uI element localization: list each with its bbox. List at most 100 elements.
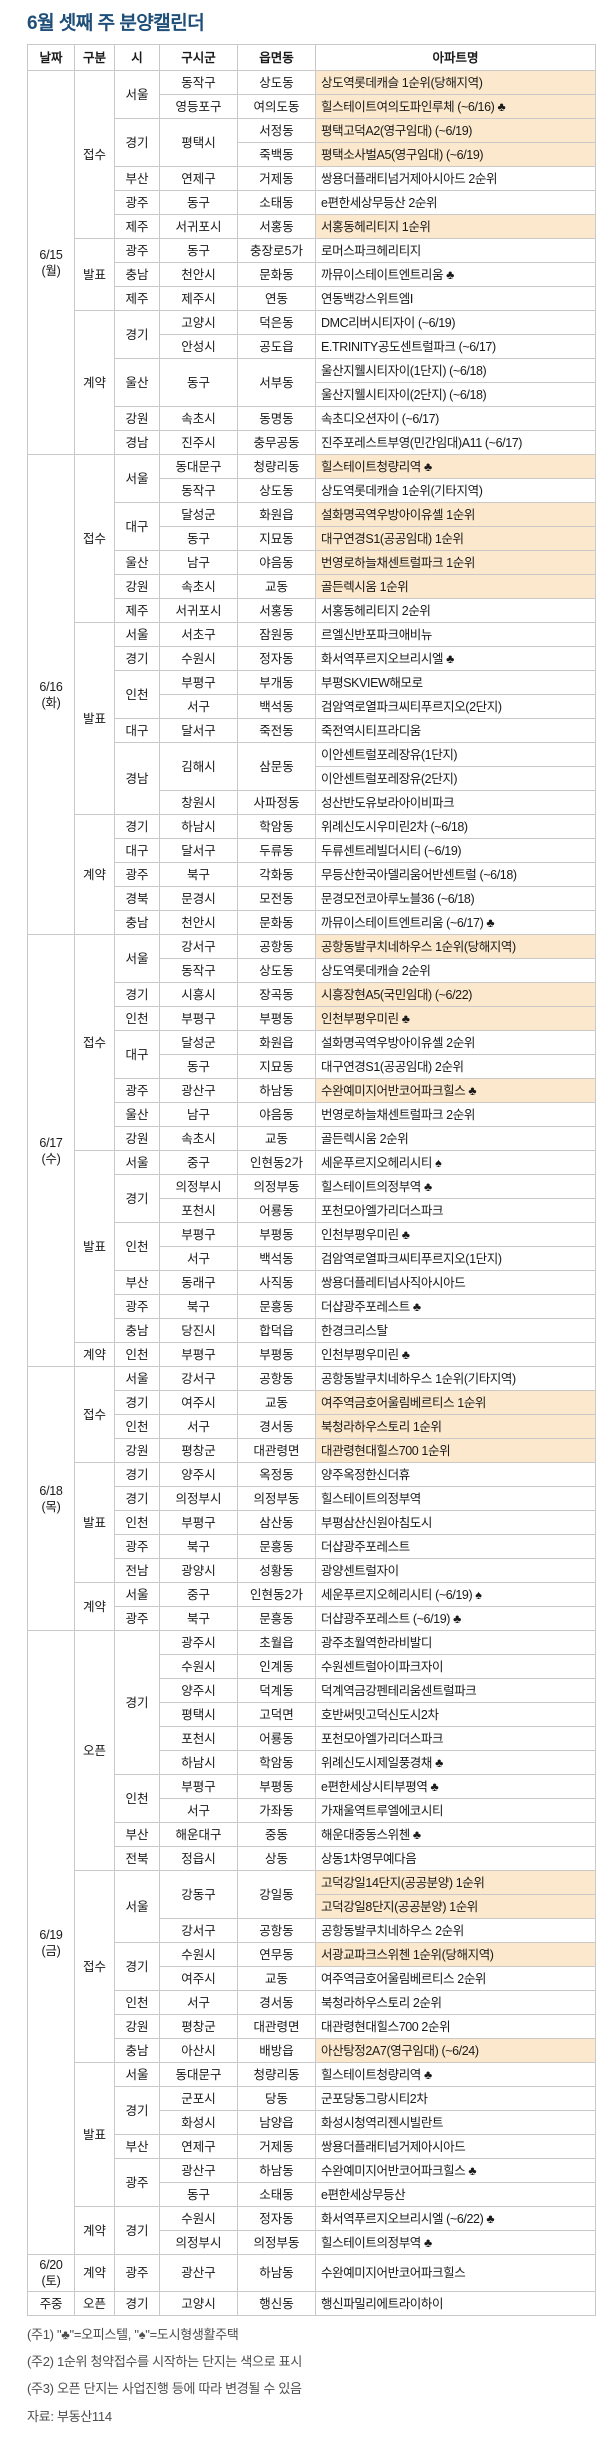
- cell-town: 화원읍: [237, 1030, 316, 1055]
- cell-town: 청량리동: [237, 454, 316, 479]
- cell-apartment: 수완예미지어반코어파크힐스 ♣: [315, 2158, 596, 2183]
- cell-city: 부산: [114, 1270, 160, 1295]
- cell-district: 당진시: [159, 1318, 238, 1343]
- cell-apartment: 번영로하늘채센트럴파크 2순위: [315, 1102, 596, 1127]
- cell-district: 동대문구: [159, 454, 238, 479]
- cell-apartment: 덕계역금강펜테리움센트럴파크: [315, 1678, 596, 1703]
- table-row: 인천 서구 경서동 북청라하우스토리 1순위: [28, 1414, 596, 1439]
- cell-town: 상도동: [237, 70, 316, 95]
- cell-city: 경기: [114, 2086, 160, 2135]
- cell-district: 서구: [159, 1990, 238, 2015]
- cell-apartment: 대관령현대힐스700 2순위: [315, 2014, 596, 2039]
- table-row: 광주 북구 문흥동 더샵광주포레스트: [28, 1534, 596, 1559]
- cell-town: 인현동2가: [237, 1582, 316, 1607]
- cell-apartment: e편한세상시티부평역 ♣: [315, 1774, 596, 1799]
- cell-town: 부개동: [237, 670, 316, 695]
- cell-town: 행신동: [237, 2291, 316, 2316]
- cell-apartment: 부평삼산신원아침도시: [315, 1510, 596, 1535]
- cell-district: 화성시: [159, 2110, 238, 2135]
- table-row: 경북 문경시 모전동 문경모전코아루노블36 (~6/18): [28, 886, 596, 911]
- table-row: 발표 경기 양주시 옥정동 양주옥정한신더휴: [28, 1462, 596, 1583]
- cell-town: 중동: [237, 1822, 316, 1847]
- cell-town: 의정부동: [237, 1486, 316, 1511]
- cell-city: 경기: [114, 1174, 160, 1223]
- cell-town: 거제동: [237, 166, 316, 191]
- cell-town: 각화동: [237, 862, 316, 887]
- cell-city: 울산: [114, 358, 160, 407]
- cell-town: 덕계동: [237, 1678, 316, 1703]
- cell-district: 고양시: [159, 310, 238, 335]
- table-row: 계약 인천 부평구 부평동 인천부평우미린 ♣: [28, 1342, 596, 1367]
- table-row: 발표 광주 동구 충장로5가 로머스파크헤리티지: [28, 238, 596, 311]
- cell-district: 여주시: [159, 1966, 238, 1991]
- cell-district: 천안시: [159, 910, 238, 935]
- cell-town: 소태동: [237, 2182, 316, 2207]
- cell-apartment: 골든렉시움 2순위: [315, 1126, 596, 1151]
- cell-town: 대관령면: [237, 1438, 316, 1463]
- cell-apartment: 힐스테이트의정부역 ♣: [315, 2230, 596, 2255]
- cell-date: 6/19 (금): [27, 1630, 75, 2255]
- cell-category: 접수: [74, 1870, 115, 2063]
- cell-city: 경남: [114, 430, 160, 455]
- table-row: 계약 서울 중구 인현동2가 세운푸르지오헤리시티 (~6/19) ♠: [28, 1582, 596, 1631]
- cell-town: 경서동: [237, 1414, 316, 1439]
- cell-town: 남양읍: [237, 2110, 316, 2135]
- cell-city: 대구: [114, 718, 160, 743]
- cell-apartment: 가재울역트루엘에코시티: [315, 1798, 596, 1823]
- cell-city: 대구: [114, 838, 160, 863]
- cell-town: 잠원동: [237, 622, 316, 647]
- cell-district: 부평구: [159, 1774, 238, 1799]
- cell-apartment: 위례신도시제일풍경채 ♣: [315, 1750, 596, 1775]
- table-row: 영등포구 여의도동 힐스테이트여의도파인루체 (~6/16) ♣: [28, 94, 596, 119]
- cell-town: 초월읍: [237, 1630, 316, 1655]
- table-row: 계약 경기 하남시 학암동 위례신도시우미린2차 (~6/18): [28, 814, 596, 935]
- cell-apartment: 서광교파크스위첸 1순위(당해지역): [315, 1942, 596, 1967]
- table-row: 하남시 학암동 위례신도시제일풍경채 ♣: [28, 1750, 596, 1775]
- cell-district: 여주시: [159, 1390, 238, 1415]
- page-title: 6월 셋째 주 분양캘린더: [27, 13, 205, 34]
- cell-category: 발표: [74, 1150, 115, 1343]
- table-row: 광주 광산구 하남동 수완예미지어반코어파크힐스 ♣: [28, 2158, 596, 2207]
- cell-district: 창원시: [159, 790, 238, 815]
- cell-category: 발표: [74, 1462, 115, 1583]
- table-row: 경기 수원시 연무동 서광교파크스위첸 1순위(당해지역): [28, 1942, 596, 1991]
- cell-district: 평창군: [159, 2014, 238, 2039]
- cell-apartment: 시흥장현A5(국민임대) (~6/22): [315, 982, 596, 1007]
- cell-date: 6/17 (수): [27, 934, 75, 1367]
- cell-city: 제주: [114, 214, 160, 239]
- table-row: 6/15 (월) 접수 서울 동작구 상도동 상도역롯데캐슬 1순위(당해지역): [27, 70, 596, 455]
- cell-town: 합덕읍: [237, 1318, 316, 1343]
- cell-town: 의정부동: [237, 2230, 316, 2255]
- cell-town: 문화동: [237, 910, 316, 935]
- cell-city: 강원: [114, 1126, 160, 1151]
- cell-apartment: E.TRINITY공도센트럴파크 (~6/17): [315, 334, 596, 359]
- cell-apartment: 죽전역시티프라디움: [315, 718, 596, 743]
- table-row: 6/19 (금) 오픈 경기 광주시 초월읍 광주초월역한라비발디: [27, 1630, 596, 2255]
- cell-apartment: 공항동발쿠치네하우스 1순위(기타지역): [315, 1366, 596, 1391]
- table-row: 인천 서구 경서동 북청라하우스토리 2순위: [28, 1990, 596, 2015]
- cell-city: 광주: [114, 1078, 160, 1103]
- cell-apartment: 공항동발쿠치네하우스 1순위(당해지역): [315, 934, 596, 959]
- table-row: 동작구 상도동 상도역롯데캐슬 2순위: [28, 958, 596, 983]
- table-row: 충남 아산시 배방읍 아산탕정2A7(영구임대) (~6/24): [28, 2038, 596, 2063]
- cell-apartment: 공항동발쿠치네하우스 2순위: [315, 1918, 596, 1943]
- cell-district: 양주시: [159, 1678, 238, 1703]
- cell-city: 경기: [114, 310, 160, 359]
- cell-city: 경기: [114, 2291, 160, 2316]
- table-row: 계약 경기 수원시 정자동 화서역푸르지오브리시엘 (~6/22) ♣: [28, 2206, 596, 2255]
- cell-apartment: 평택소사벌A5(영구임대) (~6/19): [315, 142, 596, 167]
- cell-apartment: 울산지웰시티자이(2단지) (~6/18): [315, 382, 596, 407]
- cell-apartment: 더샵광주포레스트: [315, 1534, 596, 1559]
- cell-district: 부평구: [159, 1342, 238, 1367]
- cell-town: 모전동: [237, 886, 316, 911]
- cell-town: 화원읍: [237, 502, 316, 527]
- cell-apartment: 더샵광주포레스트 (~6/19) ♣: [315, 1606, 596, 1631]
- cell-district: 광산구: [159, 1078, 238, 1103]
- table-row: 6/16 (화) 접수 서울 동대문구 청량리동 힐스테이트청량리역 ♣: [27, 454, 596, 935]
- cell-city: 경기: [114, 1942, 160, 1991]
- table-row: 발표 서울 서초구 잠원동 르엘신반포파크애비뉴: [28, 622, 596, 815]
- table-row: 부산 해운대구 중동 해운대중동스위첸 ♣: [28, 1822, 596, 1847]
- cell-apartment: 호반써밋고덕신도시2차: [315, 1702, 596, 1727]
- table-body: 6/15 (월) 접수 서울 동작구 상도동 상도역롯데캐슬 1순위(당해지역) 영등포구 여…: [27, 70, 596, 2316]
- cell-apartment: 화서역푸르지오브리시엘 ♣: [315, 646, 596, 671]
